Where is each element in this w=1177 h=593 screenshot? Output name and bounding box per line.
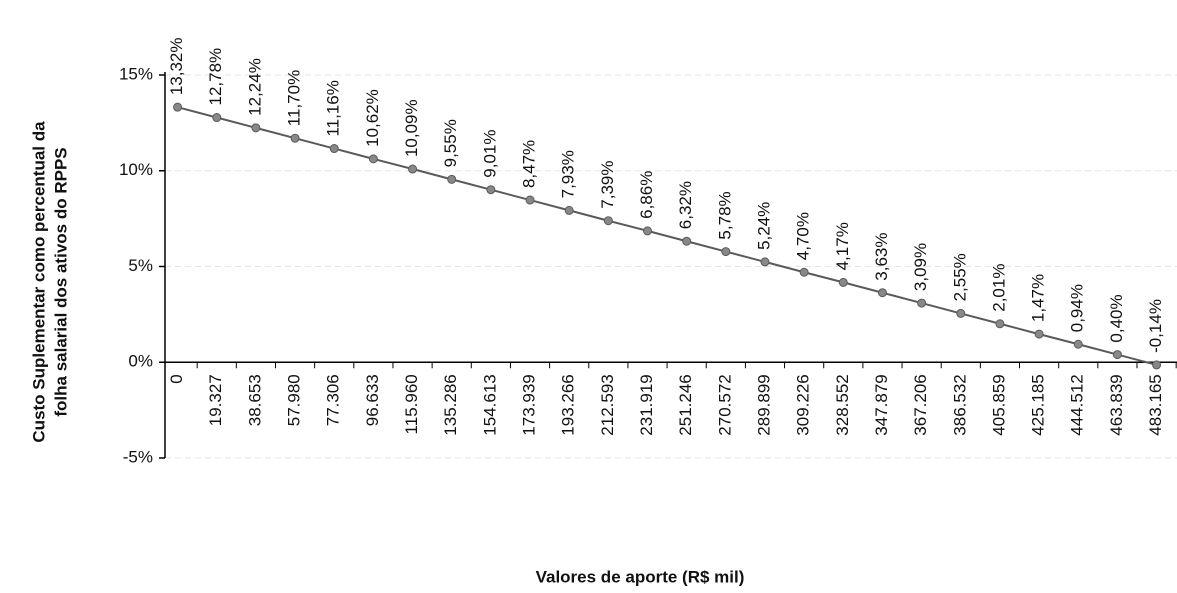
point	[643, 226, 652, 236]
y-axis-title: Custo Suplementar como percentual da	[29, 121, 48, 443]
point	[1034, 329, 1044, 339]
x-tick-label: 367.206	[911, 374, 930, 435]
point	[1112, 350, 1122, 360]
point	[682, 236, 692, 246]
x-tick-label: 38.653	[245, 374, 264, 426]
point	[173, 102, 183, 112]
x-tick-label: 328.552	[833, 374, 852, 435]
point	[1152, 360, 1162, 370]
x-tick-label: 0	[167, 374, 186, 383]
point	[760, 257, 770, 267]
data-label: 8,47%	[520, 140, 539, 188]
x-tick-label: 96.633	[363, 374, 382, 426]
point	[917, 298, 927, 308]
x-tick-label: 309.226	[794, 374, 813, 435]
y-tick-label: -5%	[123, 447, 153, 466]
x-tick-label: 386.532	[950, 374, 969, 435]
line	[177, 106, 1157, 366]
point	[995, 319, 1005, 329]
point	[877, 288, 887, 298]
data-label: 5,24%	[754, 202, 773, 250]
x-tick-label: 425.185	[1029, 374, 1048, 435]
y-tick-label: 15%	[119, 64, 153, 83]
data-label: 3,63%	[872, 233, 891, 281]
x-tick-label: 251.246	[676, 374, 695, 435]
data-label: 2,01%	[989, 264, 1008, 312]
x-tick-label: 212.593	[598, 374, 617, 435]
y-tick-label: 5%	[128, 256, 153, 275]
point	[290, 133, 300, 143]
x-tick-label: 115.960	[402, 374, 421, 434]
point	[486, 185, 496, 195]
data-label: 11,16%	[324, 80, 343, 136]
data-label: 5,78%	[715, 191, 734, 239]
data-label: 4,17%	[833, 222, 852, 270]
point	[368, 154, 378, 164]
x-tick-label: 270.572	[715, 374, 734, 435]
x-axis-title: Valores de aporte (R$ mil)	[536, 567, 745, 586]
data-label: 3,09%	[911, 243, 930, 291]
x-tick-label: 231.919	[637, 374, 656, 435]
point	[1073, 339, 1083, 349]
data-label: 11,70%	[285, 70, 304, 126]
point	[799, 267, 809, 277]
x-tick-label: 405.859	[989, 374, 1008, 435]
x-tick-label: 483.165	[1146, 374, 1165, 435]
data-label: 13,32%	[167, 38, 186, 96]
x-tick-label: 77.306	[324, 374, 343, 426]
data-label: 7,39%	[598, 161, 617, 209]
data-label: 10,09%	[402, 99, 421, 157]
point	[956, 308, 966, 318]
data-label: 12,24%	[245, 58, 264, 116]
x-tick-label: 173.939	[520, 374, 539, 435]
x-tick-label: 347.879	[872, 374, 891, 435]
x-tick-label: 289.899	[754, 374, 773, 435]
data-label: 6,86%	[637, 171, 656, 219]
x-tick-label: 463.839	[1107, 374, 1126, 435]
data-label: 12,78%	[206, 48, 225, 106]
point	[251, 123, 261, 133]
data-label: -0,14%	[1146, 299, 1165, 353]
point	[447, 174, 457, 184]
y-tick-label: 10%	[119, 160, 153, 179]
data-label: 9,55%	[441, 119, 460, 167]
point	[603, 216, 613, 226]
data-label: 7,93%	[559, 150, 578, 198]
point	[721, 247, 731, 257]
x-tick-label: 135.286	[441, 374, 460, 435]
data-label: 4,70%	[794, 212, 813, 260]
data-label: 0,94%	[1068, 284, 1087, 332]
point	[329, 144, 339, 154]
point	[525, 195, 535, 205]
y-tick-label: 0%	[128, 352, 153, 371]
x-tick-label: 57.980	[285, 374, 304, 426]
point	[564, 205, 574, 215]
y-axis-title: folha salarial dos ativos do RPPS	[51, 147, 70, 416]
data-label: 1,47%	[1029, 274, 1048, 322]
point	[838, 277, 848, 287]
data-label: 10,62%	[363, 89, 382, 147]
data-label: 0,40%	[1107, 294, 1126, 342]
x-tick-label: 193.266	[559, 374, 578, 435]
data-label: 6,32%	[676, 181, 695, 229]
point	[408, 164, 418, 174]
data-label: 9,01%	[480, 130, 499, 178]
x-tick-label: 19.327	[206, 374, 225, 426]
x-tick-label: 154.613	[480, 374, 499, 435]
data-label: 2,55%	[950, 253, 969, 301]
x-tick-label: 444.512	[1068, 374, 1087, 435]
point	[212, 113, 222, 123]
